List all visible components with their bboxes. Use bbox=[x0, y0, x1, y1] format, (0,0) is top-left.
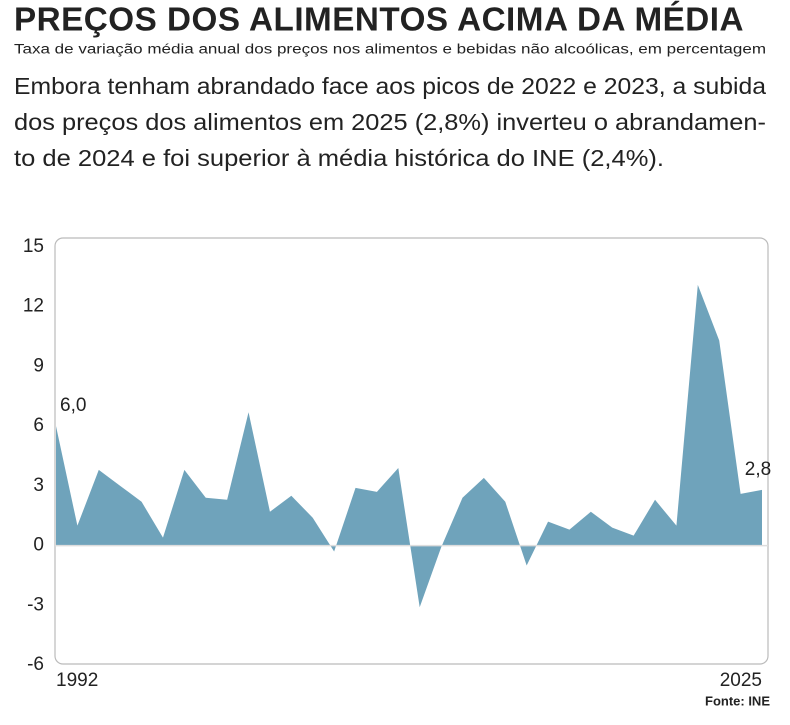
value-label: 2,8 bbox=[745, 459, 771, 480]
area bbox=[56, 284, 762, 608]
value-label: 6,0 bbox=[60, 395, 86, 416]
y-tick-label: 15 bbox=[23, 236, 44, 257]
description-line: Embora tenham abrandado face aos picos d… bbox=[14, 73, 766, 99]
y-tick-label: -3 bbox=[27, 594, 44, 615]
y-tick-label: -6 bbox=[27, 654, 44, 675]
y-tick-label: 9 bbox=[33, 355, 44, 376]
y-tick-label: 0 bbox=[33, 535, 44, 556]
description-line: dos preços dos alimentos em 2025 (2,8%) … bbox=[14, 109, 766, 135]
plot-frame bbox=[54, 237, 769, 665]
chart-subtitle: Taxa de variação média anual dos preços … bbox=[14, 42, 766, 57]
x-tick-label: 1992 bbox=[56, 670, 98, 691]
y-tick-label: 12 bbox=[23, 296, 44, 317]
y-tick-label: 6 bbox=[33, 415, 44, 436]
description-line: to de 2024 e foi superior à média histór… bbox=[14, 145, 664, 171]
y-tick-label: 3 bbox=[33, 475, 44, 496]
chart-title: PREÇOS DOS ALIMENTOS ACIMA DA MÉDIA bbox=[14, 1, 744, 38]
x-tick-label: 2025 bbox=[720, 670, 762, 691]
source: Fonte: INE bbox=[705, 693, 770, 708]
